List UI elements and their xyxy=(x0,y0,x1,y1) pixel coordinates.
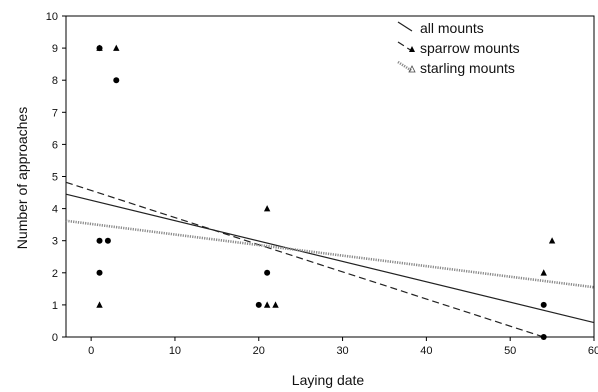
y-tick-label: 5 xyxy=(52,172,58,184)
starling-point xyxy=(548,237,556,244)
y-axis-label: Number of approaches xyxy=(14,107,30,249)
starling-point xyxy=(96,301,103,308)
y-tick-label: 0 xyxy=(52,332,58,344)
y-tick-label: 9 xyxy=(52,43,58,55)
sparrow-point xyxy=(113,77,120,84)
x-tick-label: 0 xyxy=(88,345,94,357)
x-tick-label: 30 xyxy=(336,345,348,357)
legend-line xyxy=(397,41,413,52)
x-tick-label: 10 xyxy=(169,345,181,357)
y-tick-label: 7 xyxy=(52,107,58,119)
y-tick-label: 10 xyxy=(46,11,58,23)
x-tick-label: 50 xyxy=(504,345,516,357)
y-tick-label: 4 xyxy=(52,204,58,216)
y-tick-label: 6 xyxy=(52,139,58,151)
sparrow-point xyxy=(255,301,262,308)
starling-point xyxy=(263,301,271,308)
y-tick-label: 8 xyxy=(52,75,58,87)
sparrow-point xyxy=(264,269,271,276)
x-axis-label: Laying date xyxy=(292,372,365,388)
legend-label: all mounts xyxy=(420,20,484,36)
trend-line-starling-mounts xyxy=(65,219,595,289)
trend-lines xyxy=(65,181,595,338)
axis-ticks: 0 10 20 30 40 50 60 0 1 2 3 4 5 6 7 8 9 10 xyxy=(46,11,598,357)
legend-marker xyxy=(408,65,416,73)
trend-line-all-mounts xyxy=(65,193,595,324)
legend: all mounts sparrow mounts starling mounts xyxy=(397,20,520,76)
starling-point xyxy=(272,301,279,308)
starling-point xyxy=(540,269,547,276)
legend-label: starling mounts xyxy=(420,60,515,76)
x-tick-label: 40 xyxy=(420,345,432,357)
y-tick-label: 2 xyxy=(52,268,58,280)
sparrow-point xyxy=(96,237,103,244)
legend-line xyxy=(397,60,413,73)
sparrow-point xyxy=(540,334,547,340)
trend-line-sparrow-mounts xyxy=(65,181,544,338)
sparrow-point xyxy=(96,269,103,276)
sparrow-point xyxy=(540,301,547,308)
starling-point xyxy=(96,44,103,51)
legend-line xyxy=(397,21,413,32)
starling-point xyxy=(113,44,120,51)
x-tick-label: 20 xyxy=(253,345,265,357)
legend-label: sparrow mounts xyxy=(420,40,520,56)
sparrow-point xyxy=(104,237,111,244)
legend-marker xyxy=(409,46,415,52)
y-tick-label: 1 xyxy=(52,300,58,312)
starling-point xyxy=(263,205,271,212)
y-tick-label: 3 xyxy=(52,236,58,248)
data-points xyxy=(96,44,556,340)
x-tick-label: 60 xyxy=(588,345,598,357)
